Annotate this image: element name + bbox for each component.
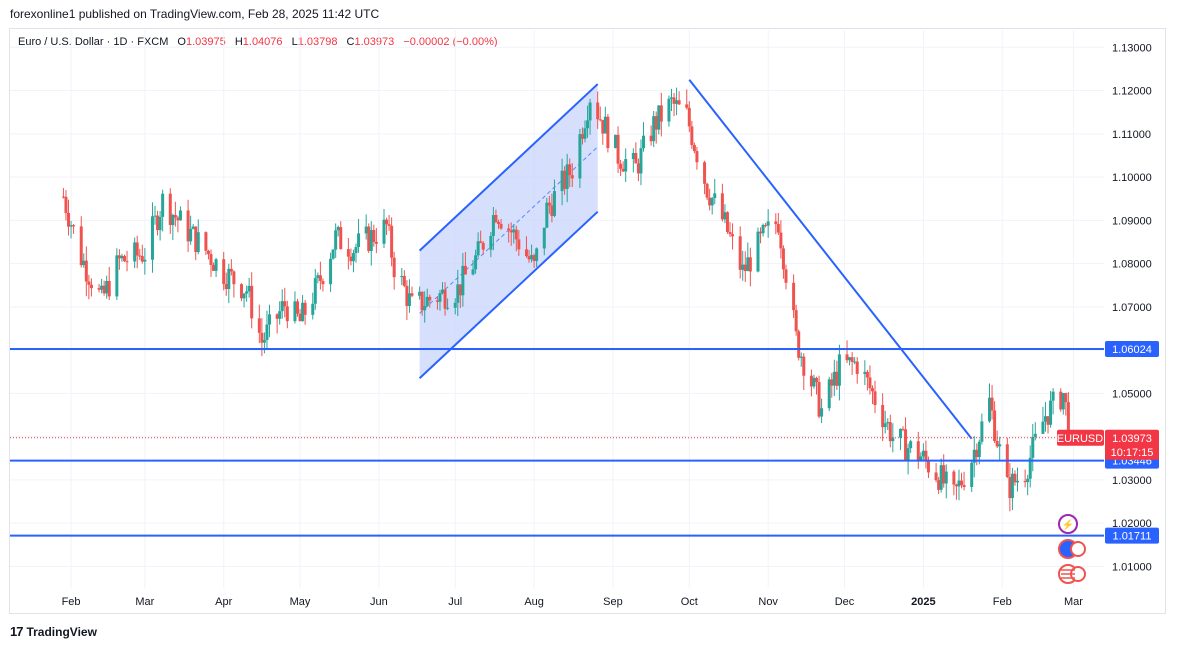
open-label: O: [177, 36, 186, 48]
symbol-name[interactable]: Euro / U.S. Dollar · 1D · FXCM: [18, 36, 169, 48]
chart-frame[interactable]: [9, 28, 1166, 614]
close-label: C: [346, 36, 355, 48]
high-value: 1.04076: [242, 36, 283, 48]
low-label: L: [291, 36, 298, 48]
symbol-legend: Euro / U.S. Dollar · 1D · FXCM O1.03975 …: [18, 36, 498, 48]
close-value: 1.03973: [354, 36, 395, 48]
open-value: 1.03975: [185, 36, 226, 48]
tradingview-logo-icon: 17: [10, 624, 24, 639]
high-label: H: [234, 36, 243, 48]
change-value: −0.00002 (−0.00%): [403, 36, 498, 48]
publisher-info: forexonline1 published on TradingView.co…: [10, 7, 380, 21]
low-value: 1.03798: [297, 36, 338, 48]
brand-name: TradingView: [26, 624, 97, 639]
tradingview-brand[interactable]: 17 TradingView: [10, 624, 97, 639]
